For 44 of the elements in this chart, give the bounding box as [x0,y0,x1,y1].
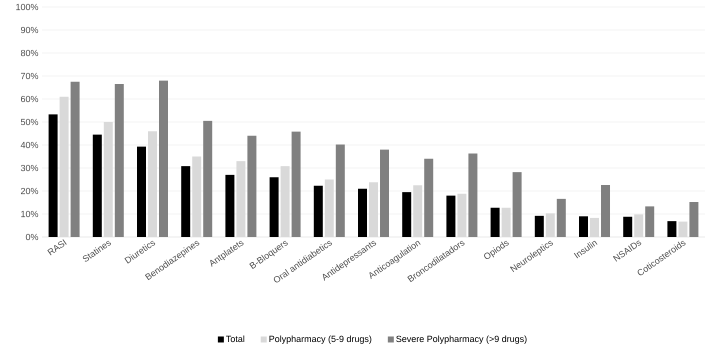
bar [336,144,345,237]
bar [623,216,632,237]
bar [203,120,212,237]
bar [579,216,588,237]
bar [512,172,522,237]
y-tick-label: 10% [21,210,38,218]
bar [92,134,102,237]
bar [270,177,279,237]
bar [689,202,698,237]
bar [446,196,456,237]
bar [159,80,168,237]
y-tick-label: 0% [26,234,38,240]
bar [358,188,368,237]
bar [137,146,146,237]
legend-label: Total [226,335,244,342]
y-tick-label: 100% [16,4,38,10]
y-tick-label: 50% [20,118,38,126]
bar [424,158,434,237]
bar [534,216,544,237]
bar [292,132,301,237]
bar [181,166,190,237]
bar [380,150,390,237]
bar [225,174,234,237]
y-tick-label: 80% [20,50,38,56]
y-tick-label: 90% [20,26,38,34]
bar [70,82,80,237]
y-tick-label: 20% [20,188,38,194]
bar [468,154,478,237]
bar [314,186,323,237]
y-tick-label: 30% [20,164,38,172]
bar [667,221,676,237]
y-tick-label: 60% [20,96,38,102]
bar [402,192,412,237]
legend-label: Polypharmacy (5-9 drugs) [269,335,372,344]
y-tick-label: 40% [20,142,38,148]
legend-label: Severe Polypharmacy (>9 drugs) [396,335,527,344]
y-tick-label: 70% [20,72,38,80]
bar [556,198,566,237]
bar [601,185,610,237]
bar [247,136,256,237]
bar [114,84,124,237]
bar [645,206,654,237]
bar [48,114,58,237]
bar [490,208,500,237]
